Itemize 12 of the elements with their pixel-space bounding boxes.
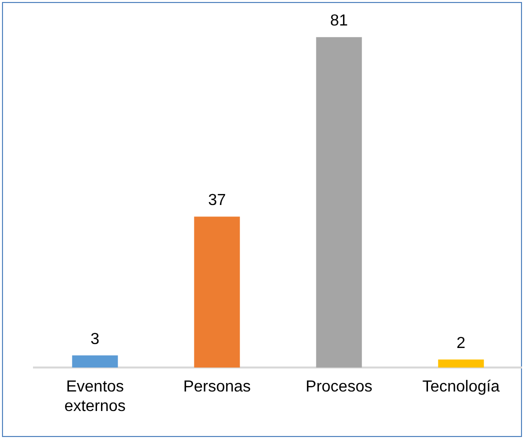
data-label: 3 xyxy=(90,330,100,348)
bar xyxy=(194,216,240,368)
bar xyxy=(316,37,362,368)
data-label: 81 xyxy=(330,12,348,30)
x-tick-label: Tecnología xyxy=(422,378,500,396)
data-label: 37 xyxy=(208,192,226,210)
data-label: 2 xyxy=(456,334,466,352)
x-tick-label: Procesos xyxy=(306,378,372,396)
x-tick-label: Eventos externos xyxy=(64,378,126,415)
x-tick-label: Personas xyxy=(183,378,251,396)
bar xyxy=(438,359,484,368)
bar xyxy=(72,355,118,368)
